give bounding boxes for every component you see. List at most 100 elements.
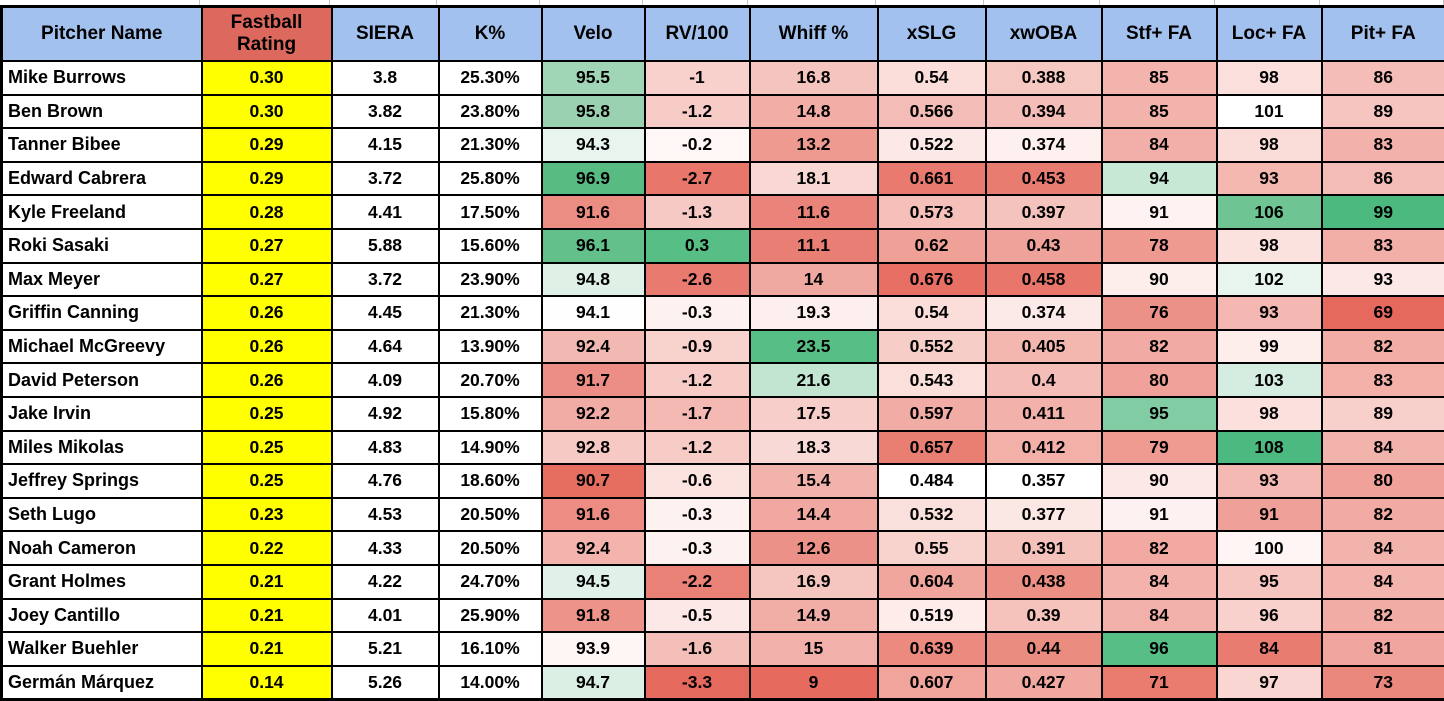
cell-xwoba[interactable]: 0.412 bbox=[986, 431, 1102, 465]
cell-fastball-rating[interactable]: 0.21 bbox=[202, 565, 332, 599]
cell-stf-fa[interactable]: 91 bbox=[1102, 498, 1217, 532]
cell-stf-fa[interactable]: 82 bbox=[1102, 330, 1217, 364]
cell-velo[interactable]: 92.4 bbox=[542, 531, 645, 565]
cell-whiff[interactable]: 15.4 bbox=[750, 464, 878, 498]
cell-velo[interactable]: 91.7 bbox=[542, 363, 645, 397]
cell-fastball-rating[interactable]: 0.26 bbox=[202, 363, 332, 397]
cell-xwoba[interactable]: 0.357 bbox=[986, 464, 1102, 498]
cell-rv-100[interactable]: -1.3 bbox=[645, 195, 750, 229]
cell-rv-100[interactable]: -2.2 bbox=[645, 565, 750, 599]
column-header-siera[interactable]: SIERA bbox=[332, 7, 439, 62]
cell-xslg[interactable]: 0.522 bbox=[878, 128, 986, 162]
cell-stf-fa[interactable]: 90 bbox=[1102, 263, 1217, 297]
cell-stf-fa[interactable]: 90 bbox=[1102, 464, 1217, 498]
cell-pitcher-name[interactable]: Jeffrey Springs bbox=[2, 464, 202, 498]
cell-pit-fa[interactable]: 83 bbox=[1322, 229, 1444, 263]
cell-pit-fa[interactable]: 99 bbox=[1322, 195, 1444, 229]
cell-siera[interactable]: 4.83 bbox=[332, 431, 439, 465]
cell-rv-100[interactable]: -0.5 bbox=[645, 599, 750, 633]
cell-loc-fa[interactable]: 93 bbox=[1217, 296, 1322, 330]
cell-pitcher-name[interactable]: Seth Lugo bbox=[2, 498, 202, 532]
cell-pitcher-name[interactable]: Joey Cantillo bbox=[2, 599, 202, 633]
column-header-pitcher-name[interactable]: Pitcher Name bbox=[2, 7, 202, 62]
cell-k[interactable]: 25.30% bbox=[439, 61, 542, 95]
cell-xwoba[interactable]: 0.411 bbox=[986, 397, 1102, 431]
cell-loc-fa[interactable]: 96 bbox=[1217, 599, 1322, 633]
column-header-k[interactable]: K% bbox=[439, 7, 542, 62]
cell-siera[interactable]: 3.82 bbox=[332, 95, 439, 129]
cell-rv-100[interactable]: -0.3 bbox=[645, 498, 750, 532]
cell-fastball-rating[interactable]: 0.25 bbox=[202, 431, 332, 465]
cell-stf-fa[interactable]: 76 bbox=[1102, 296, 1217, 330]
cell-loc-fa[interactable]: 95 bbox=[1217, 565, 1322, 599]
cell-pit-fa[interactable]: 81 bbox=[1322, 632, 1444, 666]
cell-fastball-rating[interactable]: 0.21 bbox=[202, 599, 332, 633]
cell-siera[interactable]: 4.76 bbox=[332, 464, 439, 498]
cell-rv-100[interactable]: -3.3 bbox=[645, 666, 750, 700]
cell-fastball-rating[interactable]: 0.21 bbox=[202, 632, 332, 666]
cell-xslg[interactable]: 0.519 bbox=[878, 599, 986, 633]
cell-whiff[interactable]: 16.9 bbox=[750, 565, 878, 599]
cell-k[interactable]: 21.30% bbox=[439, 128, 542, 162]
cell-xwoba[interactable]: 0.453 bbox=[986, 162, 1102, 196]
cell-k[interactable]: 20.50% bbox=[439, 498, 542, 532]
cell-siera[interactable]: 5.21 bbox=[332, 632, 439, 666]
cell-siera[interactable]: 4.53 bbox=[332, 498, 439, 532]
cell-velo[interactable]: 94.3 bbox=[542, 128, 645, 162]
cell-velo[interactable]: 94.5 bbox=[542, 565, 645, 599]
cell-stf-fa[interactable]: 85 bbox=[1102, 95, 1217, 129]
cell-stf-fa[interactable]: 84 bbox=[1102, 128, 1217, 162]
cell-velo[interactable]: 94.8 bbox=[542, 263, 645, 297]
column-header-stf-fa[interactable]: Stf+ FA bbox=[1102, 7, 1217, 62]
cell-velo[interactable]: 92.2 bbox=[542, 397, 645, 431]
cell-pitcher-name[interactable]: Grant Holmes bbox=[2, 565, 202, 599]
cell-siera[interactable]: 4.41 bbox=[332, 195, 439, 229]
cell-loc-fa[interactable]: 93 bbox=[1217, 464, 1322, 498]
cell-rv-100[interactable]: -2.7 bbox=[645, 162, 750, 196]
cell-pit-fa[interactable]: 93 bbox=[1322, 263, 1444, 297]
cell-fastball-rating[interactable]: 0.30 bbox=[202, 61, 332, 95]
cell-whiff[interactable]: 14 bbox=[750, 263, 878, 297]
cell-velo[interactable]: 94.7 bbox=[542, 666, 645, 700]
cell-stf-fa[interactable]: 94 bbox=[1102, 162, 1217, 196]
cell-xslg[interactable]: 0.566 bbox=[878, 95, 986, 129]
cell-fastball-rating[interactable]: 0.25 bbox=[202, 397, 332, 431]
cell-siera[interactable]: 4.33 bbox=[332, 531, 439, 565]
cell-xwoba[interactable]: 0.458 bbox=[986, 263, 1102, 297]
cell-xwoba[interactable]: 0.377 bbox=[986, 498, 1102, 532]
cell-rv-100[interactable]: -0.9 bbox=[645, 330, 750, 364]
cell-loc-fa[interactable]: 98 bbox=[1217, 128, 1322, 162]
cell-whiff[interactable]: 23.5 bbox=[750, 330, 878, 364]
cell-pit-fa[interactable]: 84 bbox=[1322, 565, 1444, 599]
cell-k[interactable]: 24.70% bbox=[439, 565, 542, 599]
column-header-loc-fa[interactable]: Loc+ FA bbox=[1217, 7, 1322, 62]
cell-stf-fa[interactable]: 80 bbox=[1102, 363, 1217, 397]
cell-xslg[interactable]: 0.55 bbox=[878, 531, 986, 565]
cell-whiff[interactable]: 11.1 bbox=[750, 229, 878, 263]
column-header-fastball-rating[interactable]: Fastball Rating bbox=[202, 7, 332, 62]
cell-pitcher-name[interactable]: Miles Mikolas bbox=[2, 431, 202, 465]
cell-fastball-rating[interactable]: 0.23 bbox=[202, 498, 332, 532]
cell-xslg[interactable]: 0.543 bbox=[878, 363, 986, 397]
cell-stf-fa[interactable]: 95 bbox=[1102, 397, 1217, 431]
cell-loc-fa[interactable]: 84 bbox=[1217, 632, 1322, 666]
cell-stf-fa[interactable]: 85 bbox=[1102, 61, 1217, 95]
cell-velo[interactable]: 96.1 bbox=[542, 229, 645, 263]
cell-rv-100[interactable]: -0.3 bbox=[645, 531, 750, 565]
cell-pitcher-name[interactable]: Mike Burrows bbox=[2, 61, 202, 95]
column-header-whiff[interactable]: Whiff % bbox=[750, 7, 878, 62]
cell-pit-fa[interactable]: 73 bbox=[1322, 666, 1444, 700]
cell-pitcher-name[interactable]: Max Meyer bbox=[2, 263, 202, 297]
cell-siera[interactable]: 3.8 bbox=[332, 61, 439, 95]
cell-xslg[interactable]: 0.661 bbox=[878, 162, 986, 196]
cell-k[interactable]: 23.90% bbox=[439, 263, 542, 297]
cell-xwoba[interactable]: 0.44 bbox=[986, 632, 1102, 666]
cell-stf-fa[interactable]: 79 bbox=[1102, 431, 1217, 465]
cell-whiff[interactable]: 19.3 bbox=[750, 296, 878, 330]
cell-siera[interactable]: 3.72 bbox=[332, 162, 439, 196]
cell-xwoba[interactable]: 0.394 bbox=[986, 95, 1102, 129]
cell-rv-100[interactable]: -2.6 bbox=[645, 263, 750, 297]
cell-velo[interactable]: 96.9 bbox=[542, 162, 645, 196]
cell-siera[interactable]: 4.09 bbox=[332, 363, 439, 397]
cell-rv-100[interactable]: 0.3 bbox=[645, 229, 750, 263]
